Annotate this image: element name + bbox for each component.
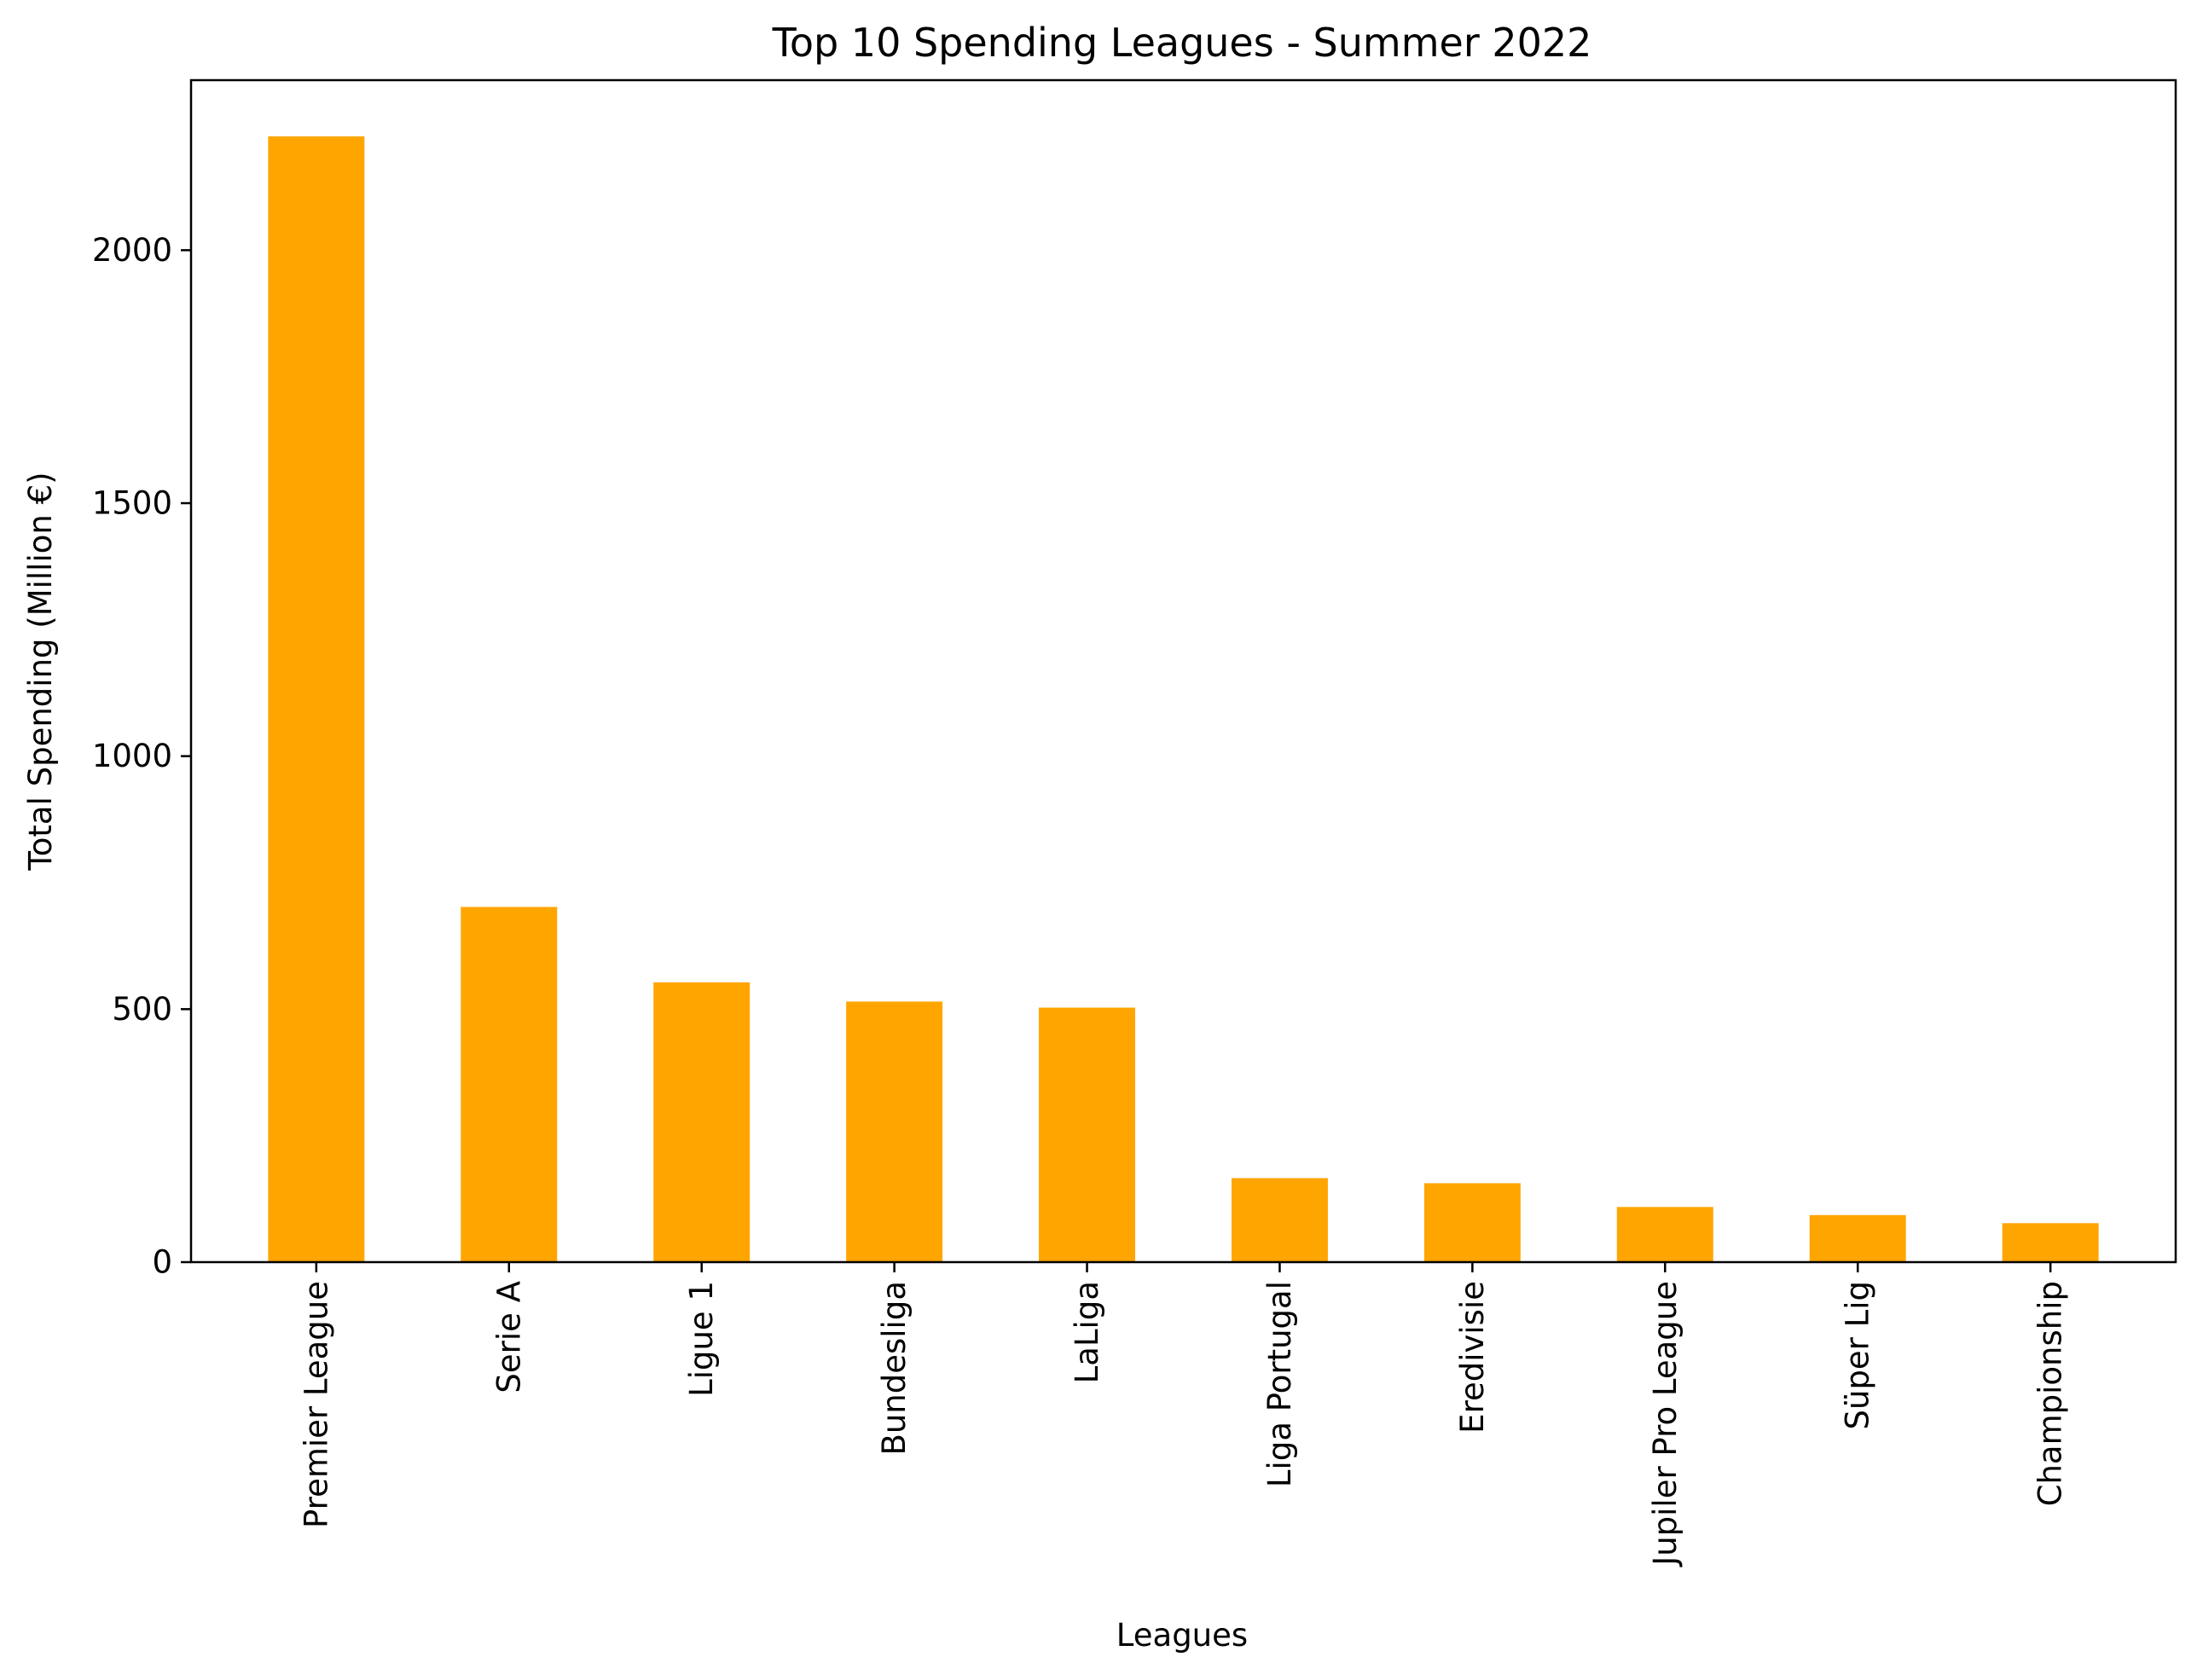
bar-9 <box>2002 1223 2099 1262</box>
bar-0 <box>268 136 365 1262</box>
x-tick-label-5: Liga Portugal <box>1261 1281 1298 1487</box>
bar-8 <box>1809 1214 1906 1262</box>
bar-3 <box>846 1001 943 1262</box>
y-axis-label: Total Spending (Million €) <box>22 472 59 871</box>
x-tick-label-4: LaLiga <box>1069 1281 1105 1383</box>
y-tick-label-4: 2000 <box>92 232 172 269</box>
x-tick-label-1: Serie A <box>490 1281 527 1393</box>
x-tick-label-3: Bundesliga <box>876 1281 913 1456</box>
y-tick-label-2: 1000 <box>92 738 172 774</box>
bar-7 <box>1616 1207 1713 1262</box>
y-axis-ticks: 0 500 1000 1500 2000 <box>92 232 191 1281</box>
x-tick-label-8: Süper Lig <box>1840 1281 1876 1430</box>
chart-title: Top 10 Spending Leagues - Summer 2022 <box>772 20 1592 66</box>
bar-1 <box>461 907 558 1262</box>
bar-5 <box>1231 1178 1328 1262</box>
bar-4 <box>1039 1007 1136 1262</box>
x-tick-label-7: Jupiler Pro League <box>1647 1281 1684 1567</box>
bars-group <box>268 136 2099 1262</box>
x-tick-label-6: Eredivisie <box>1454 1281 1491 1434</box>
y-tick-label-1: 500 <box>112 991 172 1028</box>
y-tick-label-3: 1500 <box>92 485 172 522</box>
x-axis-label: Leagues <box>1116 1617 1248 1654</box>
bar-6 <box>1423 1183 1521 1262</box>
x-axis-ticks: Premier League Serie A Ligue 1 Bundesliga La… <box>298 1262 2069 1567</box>
bar-2 <box>653 982 751 1262</box>
x-tick-label-2: Ligue 1 <box>683 1281 720 1397</box>
x-tick-label-9: Championship <box>2032 1281 2069 1506</box>
x-tick-label-0: Premier League <box>298 1281 334 1528</box>
y-tick-label-0: 0 <box>152 1244 172 1281</box>
plot-frame <box>189 78 2177 1264</box>
